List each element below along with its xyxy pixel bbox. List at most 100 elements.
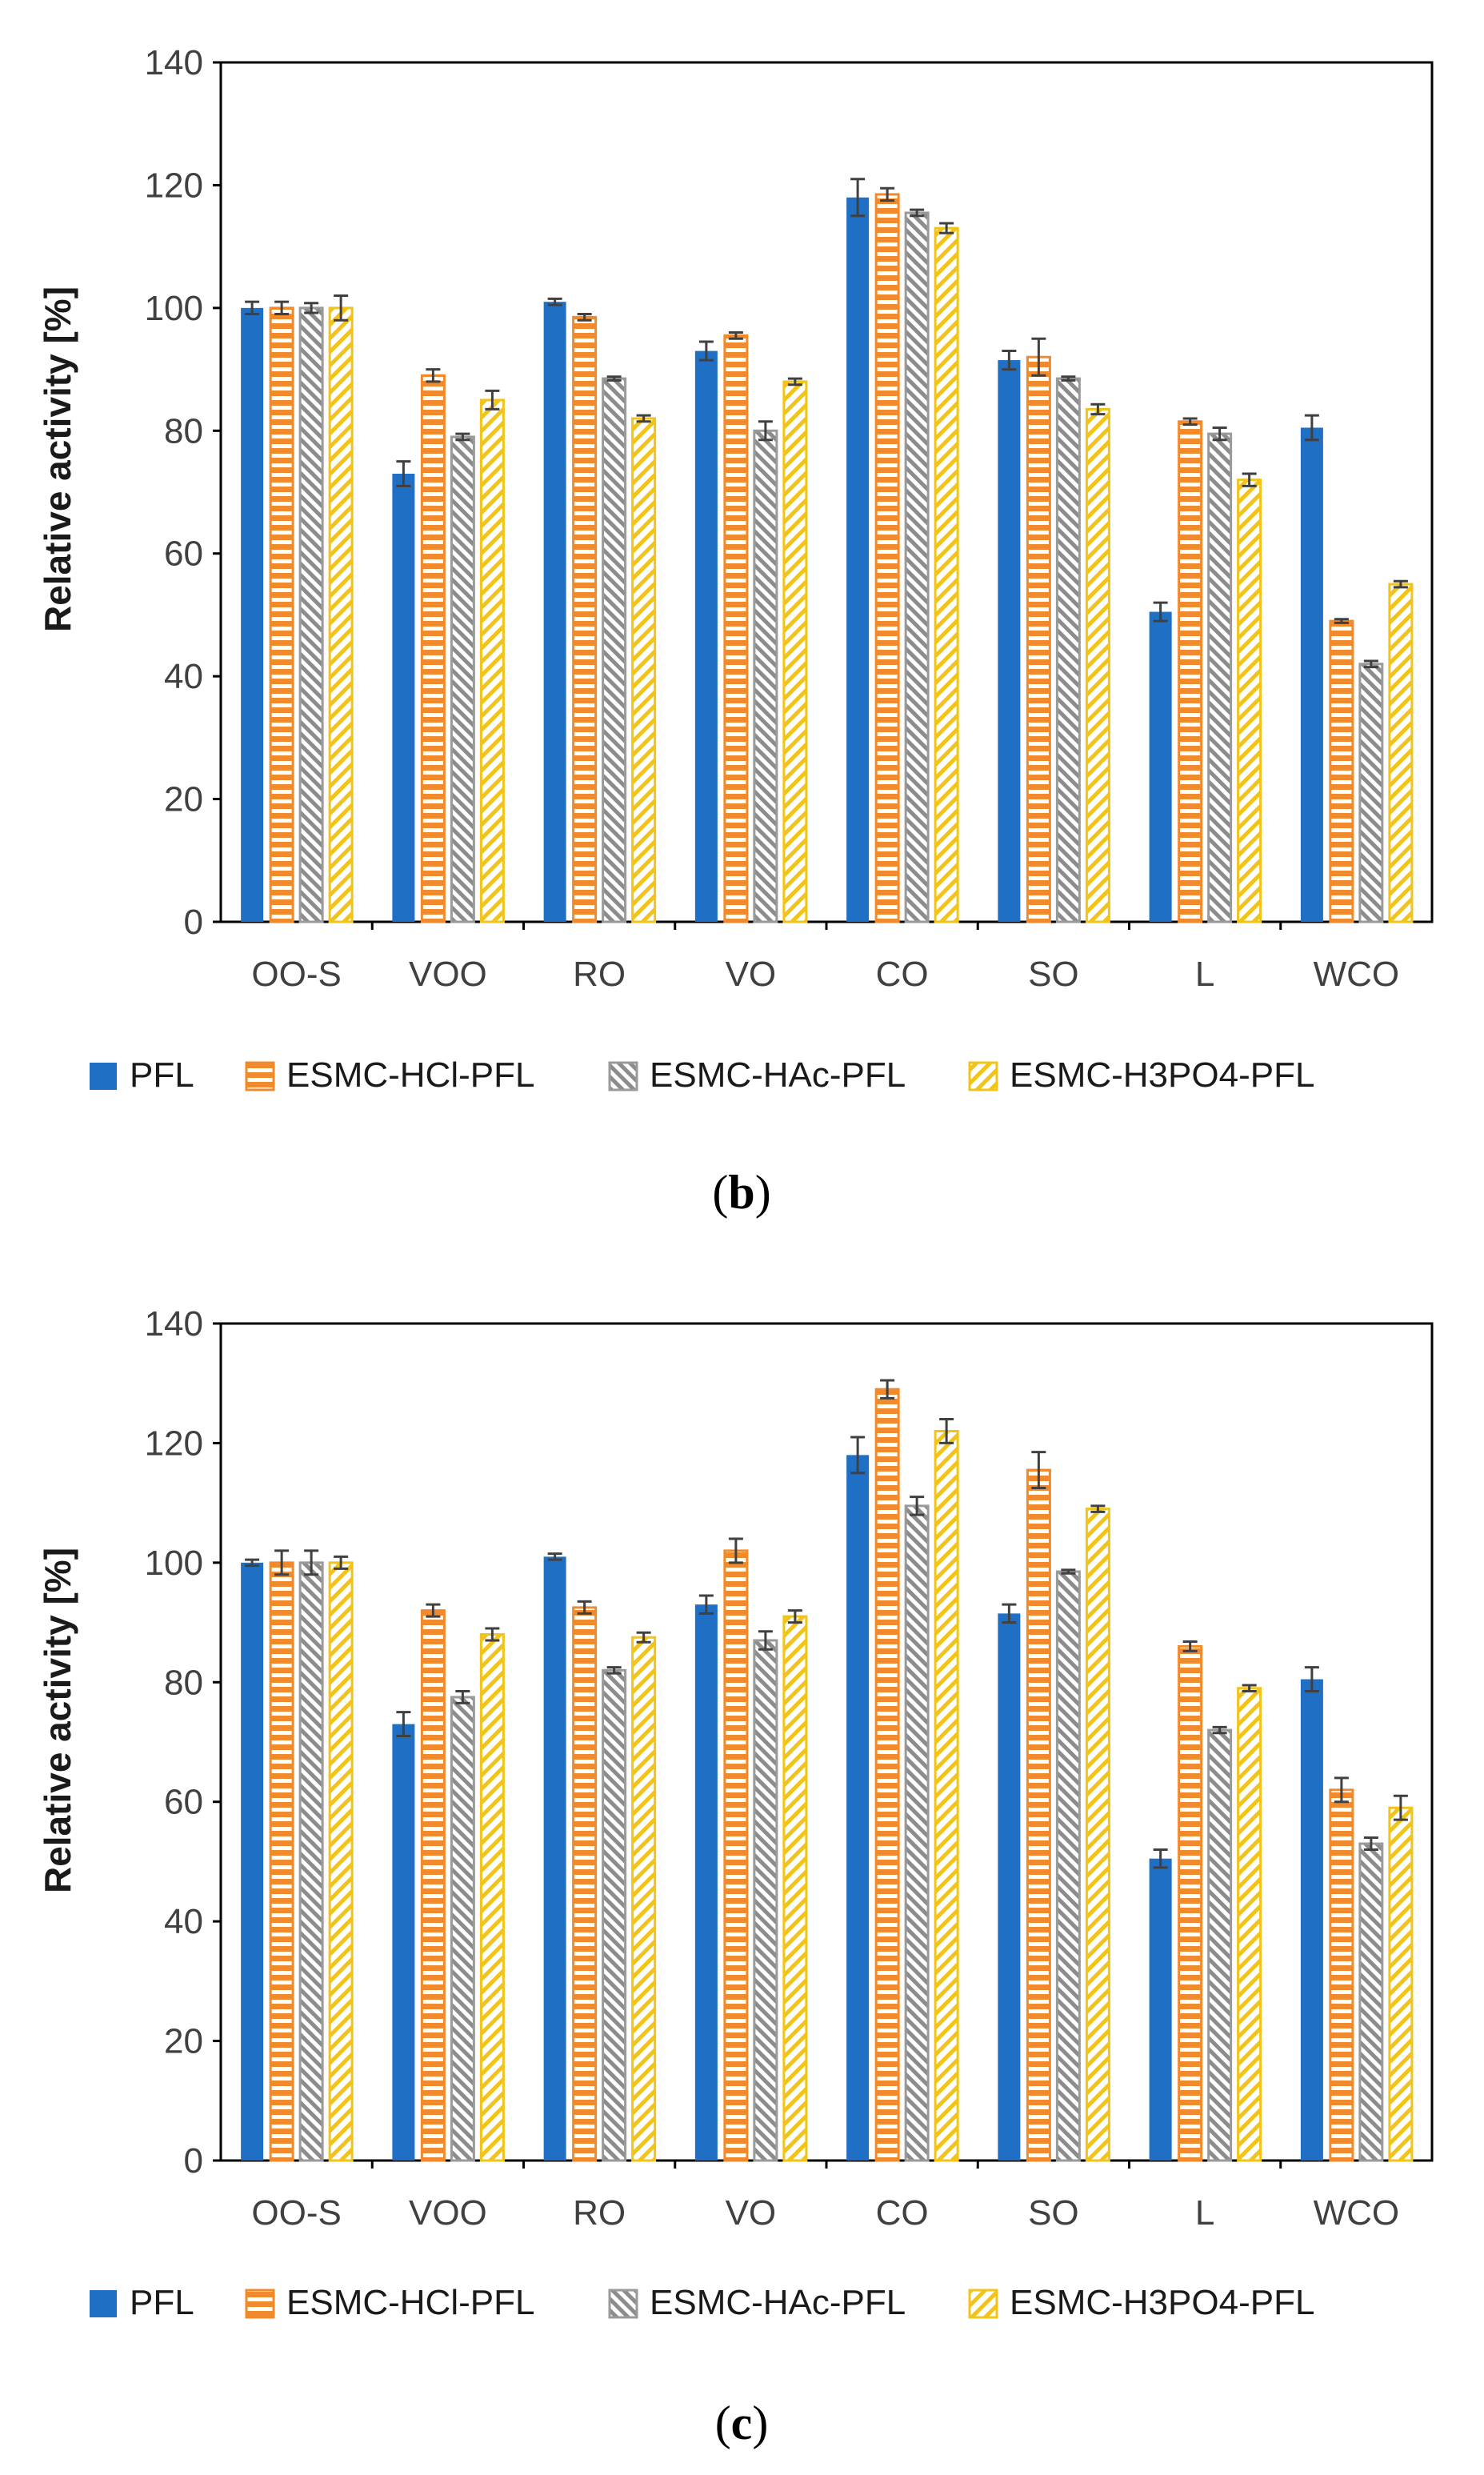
legend-label: ESMC-HCl-PFL <box>286 2283 534 2322</box>
bar-esmc-hac-pfl <box>450 1696 475 2162</box>
bar-esmc-hac-pfl <box>298 306 324 923</box>
legend-label: PFL <box>130 1055 194 1095</box>
bar-pfl <box>241 307 264 922</box>
bar-pfl <box>1300 427 1323 922</box>
yellow-hatch-swatch-icon <box>968 1061 998 1091</box>
x-tick-label: L <box>1195 2193 1214 2233</box>
bar-esmc-h3po4-pfl <box>479 1633 505 2162</box>
bar-esmc-hcl-pfl <box>1026 1468 1051 2162</box>
caption-open-paren: ( <box>715 2397 731 2449</box>
bar-esmc-hac-pfl <box>753 1639 778 2162</box>
x-tick-label: OO-S <box>251 955 341 994</box>
y-tick-label: 100 <box>145 289 203 328</box>
yellow-hatch-swatch-icon <box>968 2289 998 2319</box>
bar-esmc-hac-pfl <box>1207 432 1233 923</box>
bar-esmc-h3po4-pfl <box>1085 407 1110 923</box>
bar-esmc-hcl-pfl <box>874 1388 900 2162</box>
bar-esmc-h3po4-pfl <box>479 398 505 923</box>
bar-esmc-hcl-pfl <box>1178 1644 1203 2162</box>
bar-esmc-hcl-pfl <box>269 1561 294 2162</box>
bar-esmc-hac-pfl <box>904 1504 930 2162</box>
x-tick-label: WCO <box>1314 2193 1400 2233</box>
legend-label: ESMC-HAc-PFL <box>650 2283 906 2322</box>
bar-esmc-hcl-pfl <box>874 193 900 923</box>
x-tick-label: VOO <box>409 955 487 994</box>
legend-label: ESMC-HCl-PFL <box>286 1055 534 1095</box>
legend: PFL ESMC-HCl-PFL ESMC-HAc-PFL ESMC-H3PO4-PF… <box>90 1055 1314 1095</box>
y-tick-label: 40 <box>164 657 203 696</box>
horizontal-stripes-swatch-icon <box>245 1061 275 1091</box>
bar-pfl <box>998 1613 1021 2161</box>
x-tick-label: VO <box>726 2193 777 2233</box>
caption-letter: b <box>728 1166 754 1219</box>
bar-esmc-h3po4-pfl <box>782 1615 808 2162</box>
x-tick-label: RO <box>573 955 626 994</box>
bar-esmc-hac-pfl <box>450 435 475 923</box>
x-tick-label: CO <box>876 955 929 994</box>
x-tick-label: SO <box>1028 955 1079 994</box>
bar-esmc-h3po4-pfl <box>934 226 959 923</box>
bar-pfl <box>694 1604 718 2161</box>
bar-pfl <box>998 360 1021 922</box>
bar-esmc-h3po4-pfl <box>1237 479 1262 923</box>
y-tick-label: 80 <box>164 1663 203 1702</box>
y-tick-label: 120 <box>145 1424 203 1463</box>
x-tick-label: RO <box>573 2193 626 2233</box>
bar-esmc-h3po4-pfl <box>1237 1687 1262 2162</box>
bar-esmc-h3po4-pfl <box>328 306 354 923</box>
bar-esmc-hac-pfl <box>298 1561 324 2162</box>
y-tick-label: 20 <box>164 2022 203 2061</box>
legend: PFL ESMC-HCl-PFL ESMC-HAc-PFL ESMC-H3PO4-PF… <box>90 2283 1314 2322</box>
bar-pfl <box>846 1455 870 2161</box>
bar-esmc-hcl-pfl <box>572 1606 598 2162</box>
bar-esmc-h3po4-pfl <box>1388 1806 1414 2162</box>
legend-label: ESMC-H3PO4-PFL <box>1010 2283 1314 2322</box>
legend-label: PFL <box>130 2283 194 2322</box>
x-tick-label: SO <box>1028 2193 1079 2233</box>
x-tick-label: WCO <box>1314 955 1400 994</box>
bar-esmc-hcl-pfl <box>1026 355 1051 923</box>
bar-pfl <box>1149 611 1172 922</box>
panel-caption: (c) <box>715 2397 769 2449</box>
bar-esmc-hac-pfl <box>602 377 627 923</box>
x-tick-label: OO-S <box>251 2193 341 2233</box>
bar-esmc-hcl-pfl <box>420 374 446 923</box>
bar-esmc-hcl-pfl <box>1178 420 1203 923</box>
bar-pfl <box>543 1556 566 2161</box>
diagonal-hatch-swatch-icon <box>608 1061 638 1091</box>
bar-pfl <box>392 473 415 922</box>
bar-esmc-h3po4-pfl <box>1085 1508 1110 2162</box>
bar-pfl <box>846 197 870 922</box>
bar-esmc-h3po4-pfl <box>631 1636 657 2162</box>
y-tick-label: 140 <box>145 43 203 82</box>
y-tick-label: 40 <box>164 1902 203 1941</box>
bar-esmc-hcl-pfl <box>269 306 294 923</box>
y-tick-label: 140 <box>145 1304 203 1344</box>
bar-esmc-hac-pfl <box>1358 1842 1384 2162</box>
y-tick-label: 60 <box>164 535 203 574</box>
y-tick-label: 0 <box>184 903 203 942</box>
y-axis-label: Relative activity [%] <box>37 286 78 632</box>
bar-esmc-hac-pfl <box>753 429 778 923</box>
solid-swatch-icon <box>90 2290 117 2317</box>
bar-esmc-hac-pfl <box>1055 377 1081 923</box>
bar-esmc-hcl-pfl <box>723 1549 749 2162</box>
x-tick-label: L <box>1195 955 1214 994</box>
chart-panel-b: Relative activity [%] 0 20 40 60 80 100 120 140… <box>37 43 1434 1219</box>
y-tick-label: 120 <box>145 166 203 205</box>
y-tick-label: 100 <box>145 1544 203 1583</box>
bar-esmc-h3po4-pfl <box>1388 583 1414 923</box>
y-tick-label: 60 <box>164 1783 203 1822</box>
solid-swatch-icon <box>90 1063 117 1090</box>
plot-area: 0 20 40 60 80 100 120 140 OO-S VOO RO VO CO SO L WCO <box>145 1304 1434 2233</box>
y-tick-label: 80 <box>164 411 203 451</box>
bar-pfl <box>1149 1858 1172 2161</box>
bar-esmc-h3po4-pfl <box>631 417 657 923</box>
caption-close-paren: ) <box>755 1166 771 1219</box>
bar-pfl <box>694 350 718 922</box>
horizontal-stripes-swatch-icon <box>245 2289 275 2319</box>
bar-esmc-hcl-pfl <box>723 334 749 923</box>
legend-label: ESMC-HAc-PFL <box>650 1055 906 1095</box>
bar-esmc-hac-pfl <box>1055 1570 1081 2162</box>
